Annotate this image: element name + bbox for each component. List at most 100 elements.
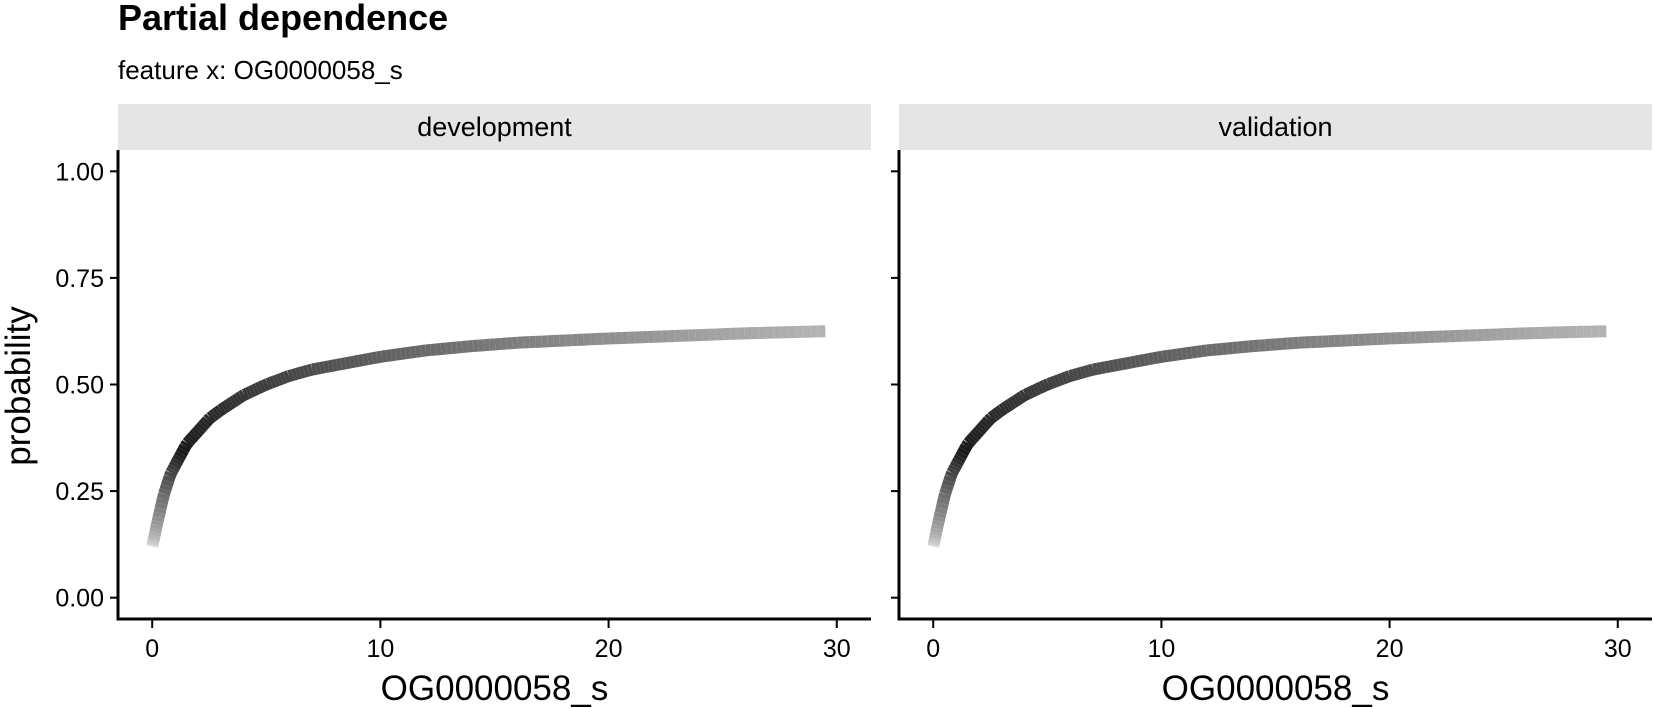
series-segment: [238, 389, 248, 402]
series-segment: [1171, 348, 1178, 362]
series-segment: [1161, 350, 1169, 363]
series-segment: [165, 467, 179, 476]
series-segment: [149, 527, 162, 534]
series-segment: [972, 427, 984, 438]
series-segment: [961, 439, 974, 450]
series-segment: [951, 457, 965, 467]
facet-panel-development: development 0.00 0.25 0.50 0.75 1.00 0 10 20 30 OG…: [55, 104, 871, 708]
series-segment: [187, 432, 199, 443]
series-segment: [1190, 345, 1198, 359]
series-segment: [178, 443, 191, 453]
series-segment: [995, 405, 1006, 417]
series-segment: [248, 384, 257, 398]
series-segment: [148, 534, 161, 540]
series-segment: [1032, 383, 1041, 396]
series-segment: [1147, 352, 1155, 366]
series-segment: [390, 348, 397, 362]
series-segment: [170, 457, 184, 467]
series-segment: [265, 377, 273, 390]
series-segment: [323, 360, 330, 374]
x-tick-label: 20: [1376, 635, 1404, 663]
series-segment: [1015, 391, 1026, 404]
series-segment: [228, 395, 239, 408]
series-line-development: [146, 325, 826, 548]
series-segment: [1064, 370, 1073, 384]
series-segment: [939, 487, 953, 496]
series-segment: [348, 355, 356, 369]
series-segment: [1180, 347, 1188, 360]
y-tick-label: 0.00: [55, 585, 104, 613]
series-segment: [251, 383, 260, 396]
series-segment: [174, 450, 187, 460]
x-tick-label: 0: [926, 635, 940, 663]
series-segment: [234, 391, 245, 404]
series-segment: [1075, 367, 1083, 380]
series-segment: [1072, 368, 1080, 381]
y-tick-label: 0.75: [55, 265, 104, 293]
series-segment: [353, 354, 360, 368]
series-segment: [157, 492, 170, 501]
series-segment: [1012, 393, 1023, 406]
series-segment: [306, 363, 314, 377]
series-segment: [1108, 359, 1115, 373]
series-segment: [279, 371, 288, 385]
series-segment: [158, 487, 172, 496]
series-segment: [200, 416, 213, 428]
series-segment: [1035, 381, 1045, 395]
series-segment: [928, 536, 941, 542]
series-segment: [1025, 386, 1035, 399]
facet-panel-validation: validation 0 10 20 30 OG0000058_s: [891, 104, 1652, 708]
x-tick-label: 30: [1604, 635, 1632, 663]
series-segment: [1134, 354, 1141, 368]
series-segment: [147, 536, 160, 542]
series-segment: [254, 381, 264, 395]
series-segment: [151, 516, 165, 523]
series-segment: [1157, 350, 1164, 364]
series-segment: [979, 419, 991, 430]
series-segment: [974, 424, 986, 436]
series-segment: [385, 349, 393, 362]
series-segment: [984, 413, 996, 425]
series-segment: [371, 351, 379, 365]
series-segment: [1125, 356, 1133, 370]
series-segment: [1042, 378, 1051, 392]
series-segment: [1007, 397, 1017, 410]
series-segment: [180, 439, 193, 450]
series-segment: [948, 463, 961, 473]
series-segment: [1242, 340, 1250, 353]
series-segment: [162, 474, 176, 484]
series-segment: [929, 534, 942, 540]
y-tick-label: 0.25: [55, 478, 104, 506]
series-segment: [167, 463, 180, 473]
series-segment: [1068, 369, 1076, 382]
series-segment: [1049, 375, 1058, 389]
series-segment: [362, 353, 369, 366]
series-segment: [950, 460, 963, 470]
series-segment: [1129, 355, 1137, 369]
series-segment: [275, 373, 284, 386]
chart-subtitle: feature x: OG0000058_s: [118, 55, 403, 85]
series-segment: [990, 409, 1001, 421]
series-segment: [1152, 351, 1160, 365]
series-segment: [933, 511, 947, 519]
series-segment: [291, 368, 299, 381]
x-tick-label: 0: [145, 635, 159, 663]
series-segment: [1100, 361, 1107, 374]
chart-title: Partial dependence: [118, 0, 448, 38]
series-segment: [366, 352, 374, 366]
series-segment: [1116, 358, 1124, 371]
series-segment: [931, 520, 945, 527]
series-segment: [1092, 362, 1099, 376]
series-segment: [302, 364, 310, 378]
series-segment: [164, 470, 177, 479]
facet-strip: [118, 104, 871, 150]
series-segment: [934, 507, 948, 515]
series-segment: [176, 447, 189, 457]
series-segment: [206, 411, 217, 423]
series-segment: [1009, 395, 1020, 408]
y-tick-label: 1.00: [55, 158, 104, 186]
series-segment: [957, 447, 970, 457]
series-segment: [953, 454, 966, 464]
series-segment: [268, 375, 277, 389]
